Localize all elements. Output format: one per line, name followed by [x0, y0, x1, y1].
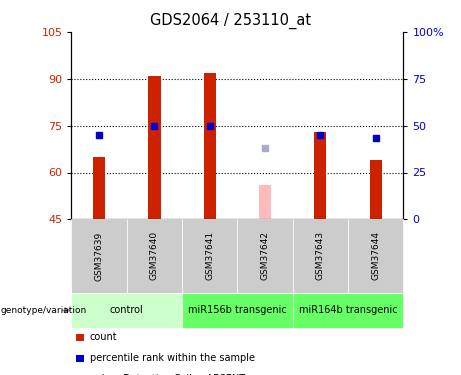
Text: GSM37641: GSM37641: [205, 231, 214, 280]
Text: GSM37643: GSM37643: [316, 231, 325, 280]
Text: value, Detection Call = ABSENT: value, Detection Call = ABSENT: [90, 374, 245, 375]
Text: miR164b transgenic: miR164b transgenic: [299, 305, 397, 315]
Bar: [148, 76, 160, 219]
Bar: [93, 157, 105, 219]
Text: genotype/variation: genotype/variation: [0, 306, 87, 315]
Text: GSM37639: GSM37639: [95, 231, 104, 280]
Text: control: control: [110, 305, 144, 315]
Text: GSM37640: GSM37640: [150, 231, 159, 280]
Bar: [370, 160, 382, 219]
Text: count: count: [90, 333, 118, 342]
Text: GSM37642: GSM37642: [260, 231, 270, 280]
Text: percentile rank within the sample: percentile rank within the sample: [90, 353, 255, 363]
Bar: [204, 72, 216, 219]
Text: GSM37644: GSM37644: [371, 231, 380, 280]
Text: miR156b transgenic: miR156b transgenic: [188, 305, 287, 315]
Text: GDS2064 / 253110_at: GDS2064 / 253110_at: [150, 13, 311, 29]
Bar: [259, 185, 271, 219]
Bar: [314, 132, 326, 219]
